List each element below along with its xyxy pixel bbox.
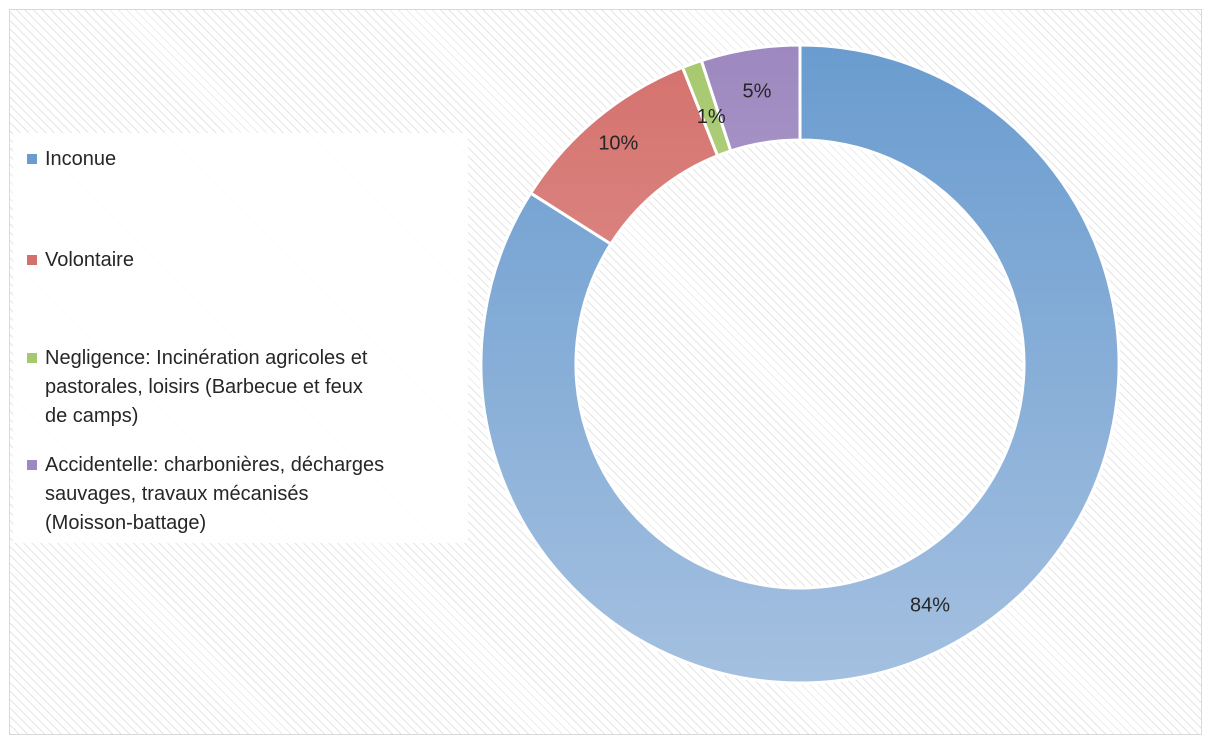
data-label-volontaire: 10%	[598, 133, 638, 155]
legend-label-negligence-line-1: Negligence: Incinération agricoles et	[45, 347, 368, 369]
legend-label-inconue: Inconue	[45, 148, 117, 170]
legend-item-inconue: Inconue	[25, 145, 460, 174]
legend-label-negligence-line-2: pastorales, loisirs (Barbecue et feux	[45, 376, 363, 398]
slice-accidentelle	[699, 43, 802, 153]
data-label-inconue: 84%	[910, 594, 950, 616]
legend-swatch-negligence	[27, 353, 37, 363]
data-label-accidentelle: 5%	[743, 81, 772, 103]
legend-label-accidentelle-line-2: sauvages, travaux mécanisés	[45, 483, 309, 505]
legend-label-volontaire: Volontaire	[45, 249, 134, 271]
legend-label-accidentelle-line-3: (Moisson-battage)	[45, 512, 207, 534]
legend-item-accidentelle: Accidentelle: charbonières, décharges sa…	[25, 451, 460, 538]
legend-swatch-accidentelle	[27, 460, 37, 470]
legend: Inconue Volontaire Negligence: Incinérat…	[13, 133, 468, 543]
legend-label-accidentelle-line-1: Accidentelle: charbonières, décharges	[45, 454, 385, 476]
legend-item-negligence: Negligence: Incinération agricoles et pa…	[25, 344, 460, 431]
legend-label-negligence-line-3: de camps)	[45, 405, 139, 427]
data-label-negligence: 1%	[697, 106, 726, 128]
legend-swatch-volontaire	[27, 255, 37, 265]
slice-inconue	[479, 43, 1121, 685]
legend-swatch-inconue	[27, 154, 37, 164]
legend-item-volontaire: Volontaire	[25, 246, 460, 275]
